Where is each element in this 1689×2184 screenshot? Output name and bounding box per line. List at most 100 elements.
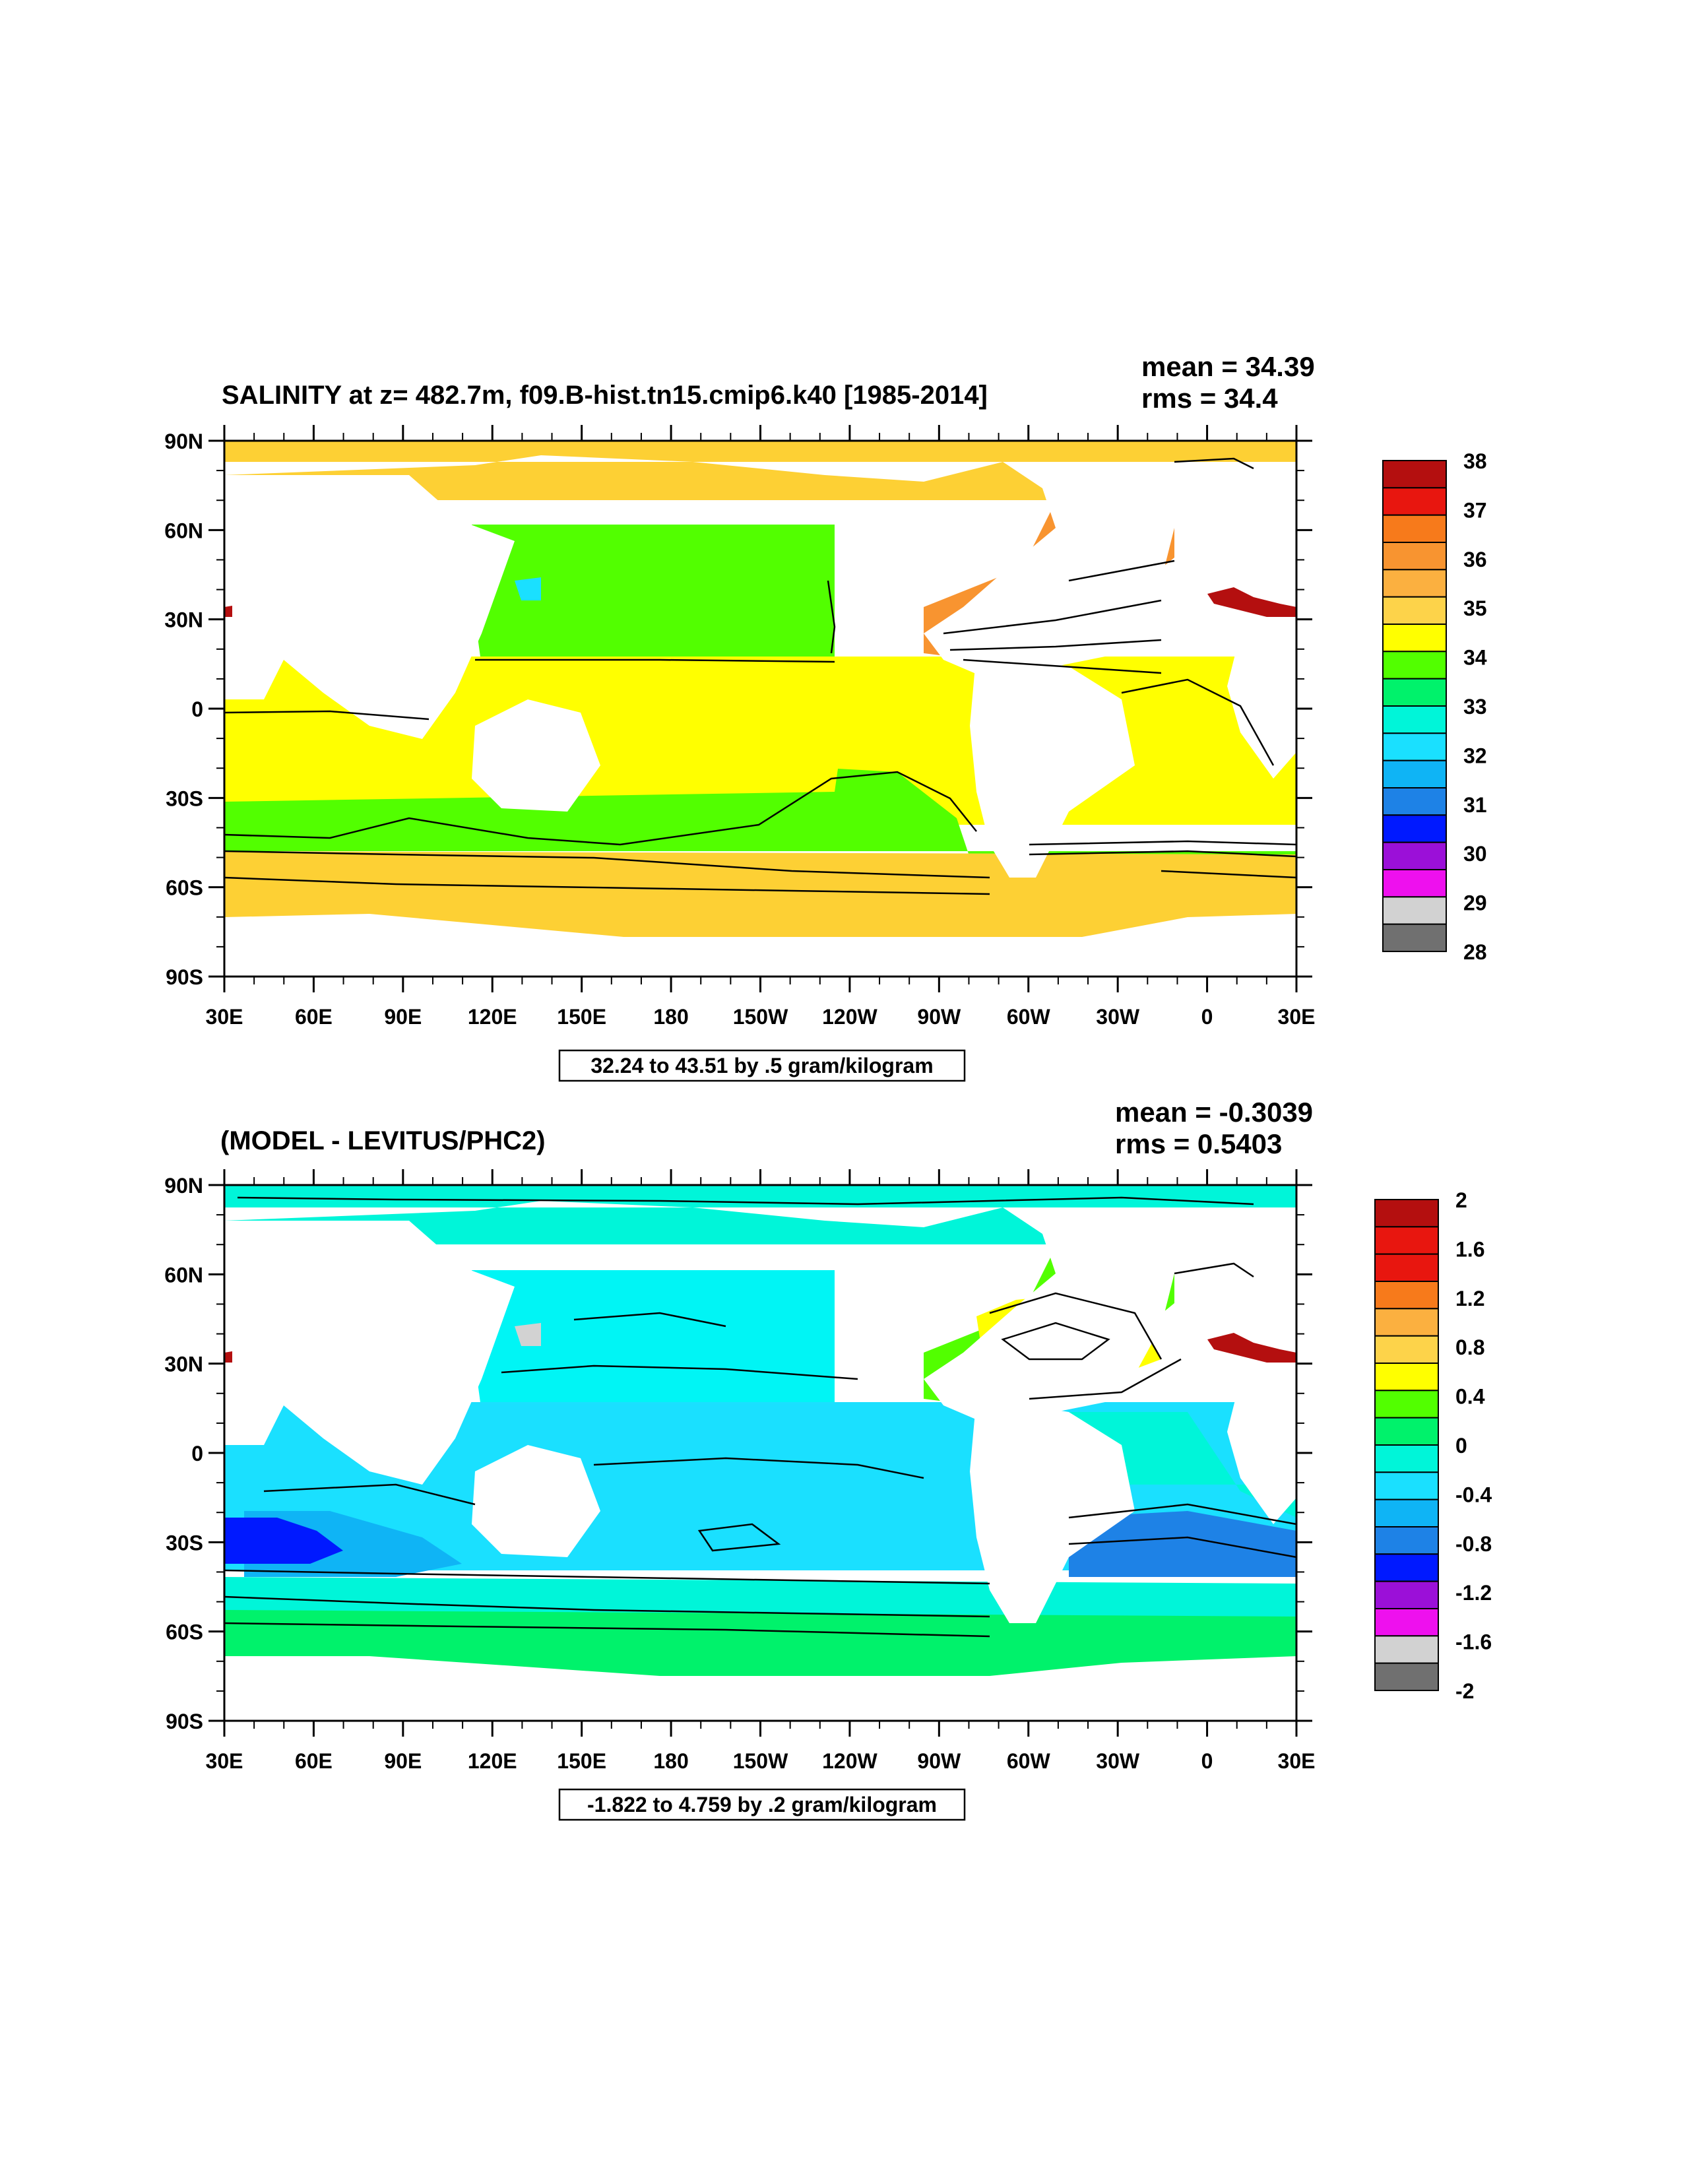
colorbar-swatch — [1382, 651, 1447, 680]
colorbar-swatch — [1382, 624, 1447, 653]
contour-lines — [224, 457, 1297, 895]
lat-label: 90S — [166, 1710, 203, 1733]
lon-label: 150E — [557, 1749, 606, 1773]
colorbar-label: -1.2 — [1455, 1581, 1492, 1605]
colorbar-swatch — [1382, 514, 1447, 544]
lat-label: 0 — [191, 1442, 203, 1465]
lon-label: 30E — [1278, 1749, 1316, 1773]
mean-label: mean = 34.39 — [1141, 351, 1315, 382]
lon-label: 120W — [822, 1005, 877, 1029]
japan-sea-fill — [515, 577, 541, 600]
north-pacific-fill — [472, 1270, 835, 1412]
lon-label: 30E — [206, 1005, 243, 1029]
lon-label: 150W — [733, 1005, 788, 1029]
lat-label: 30S — [166, 787, 203, 810]
colorbar-label: 35 — [1463, 596, 1487, 620]
colorbar-label: 28 — [1463, 940, 1487, 964]
colorbar-label: 1.6 — [1455, 1237, 1484, 1261]
colorbar-swatch — [1382, 923, 1447, 952]
antarctic-ocean-fill — [224, 851, 1296, 940]
lon-label: 150E — [557, 1005, 606, 1029]
north-pacific-fill — [472, 525, 835, 666]
contour-lines — [224, 1196, 1297, 1638]
range-box — [558, 1049, 966, 1082]
colorbar-swatch — [1382, 732, 1447, 761]
colorbar-swatch — [1374, 1444, 1439, 1473]
colorbar-label: -1.6 — [1455, 1630, 1492, 1654]
lon-label: 180 — [653, 1749, 688, 1773]
lon-label: 30W — [1096, 1749, 1140, 1773]
lon-label: 0 — [1201, 1005, 1213, 1029]
colorbar-label: 34 — [1463, 646, 1487, 670]
red-sea-fill — [224, 1351, 232, 1363]
colorbar-swatch — [1374, 1417, 1439, 1446]
colorbar-swatch — [1382, 569, 1447, 598]
colorbar-swatch — [1382, 487, 1447, 516]
lat-label: 60N — [164, 519, 203, 542]
colorbar-swatch — [1374, 1281, 1439, 1310]
range-label: -1.822 to 4.759 by .2 gram/kilogram — [587, 1793, 937, 1816]
colorbar-swatch — [1374, 1335, 1439, 1364]
colorbar: 38 37 36 35 34 33 32 31 30 29 28 — [1382, 449, 1487, 964]
colorbar-label: -0.4 — [1455, 1483, 1492, 1506]
colorbar-swatch — [1374, 1662, 1439, 1692]
lat-label: 60S — [166, 1621, 203, 1644]
difference-panel: (MODEL - LEVITUS/PHC2) mean = -0.3039 rm… — [164, 1097, 1492, 1821]
europe-shape — [1174, 1234, 1260, 1339]
lat-label: 30N — [164, 1353, 203, 1376]
lon-label: 60W — [1007, 1749, 1051, 1773]
colorbar: 2 1.6 1.2 0.8 0.4 0 -0.4 -0.8 -1.2 -1.6 -2 — [1374, 1188, 1492, 1703]
colorbar-swatch — [1382, 841, 1447, 870]
colorbar-swatch — [1382, 896, 1447, 925]
lon-label: 90E — [384, 1749, 422, 1773]
colorbar-swatch — [1374, 1253, 1439, 1282]
colorbar-swatch — [1382, 542, 1447, 571]
lat-label: 60S — [166, 876, 203, 900]
colorbar-label: 32 — [1463, 744, 1487, 767]
colorbar-label: 29 — [1463, 891, 1487, 915]
panel-title: SALINITY at z= 482.7m, f09.B-hist.tn15.c… — [222, 381, 988, 410]
lon-label: 30E — [1278, 1005, 1316, 1029]
africa-shape — [1227, 633, 1296, 779]
lat-label: 30N — [164, 608, 203, 632]
colorbar-label: 0.4 — [1455, 1385, 1485, 1409]
colorbar-swatch — [1382, 678, 1447, 707]
land-masses — [224, 1201, 1296, 1722]
colorbar-label: 33 — [1463, 695, 1487, 719]
colorbar-label: 31 — [1463, 793, 1487, 817]
colorbar-label: 37 — [1463, 498, 1487, 522]
land-masses — [224, 455, 1296, 977]
lon-label: 180 — [653, 1005, 688, 1029]
salinity-map — [223, 439, 1298, 978]
lon-label: 90W — [917, 1749, 961, 1773]
lon-label: 90E — [384, 1005, 422, 1029]
colorbar-label: 36 — [1463, 548, 1487, 571]
south-america-shape — [970, 1405, 1135, 1623]
lat-label: 60N — [164, 1263, 203, 1287]
colorbar-swatch — [1374, 1635, 1439, 1664]
colorbar-label: 0.8 — [1455, 1335, 1484, 1359]
antarctica-shape — [224, 1683, 1296, 1722]
colorbar-swatch — [1382, 759, 1447, 788]
colorbar-swatch — [1382, 869, 1447, 898]
difference-map — [223, 1184, 1298, 1722]
lat-label: 90S — [166, 965, 203, 989]
lon-label: 120W — [822, 1749, 877, 1773]
lon-label: 150W — [733, 1749, 788, 1773]
colorbar-label: 30 — [1463, 842, 1487, 866]
asia-shape — [224, 475, 515, 739]
lon-label: 30E — [206, 1749, 243, 1773]
colorbar-swatch — [1374, 1526, 1439, 1555]
mediterranean-fill — [1207, 587, 1296, 617]
colorbar-swatch — [1374, 1363, 1439, 1392]
south-america-shape — [970, 660, 1135, 878]
colorbar-label: 1.2 — [1455, 1287, 1484, 1310]
south-atlantic-low — [1069, 1511, 1296, 1577]
colorbar-swatch — [1382, 705, 1447, 734]
indian-ocean-min — [224, 1518, 343, 1564]
colorbar-swatch — [1374, 1199, 1439, 1228]
colorbar-swatch — [1382, 787, 1447, 816]
colorbar-swatch — [1382, 596, 1447, 626]
lat-label: 30S — [166, 1531, 203, 1555]
